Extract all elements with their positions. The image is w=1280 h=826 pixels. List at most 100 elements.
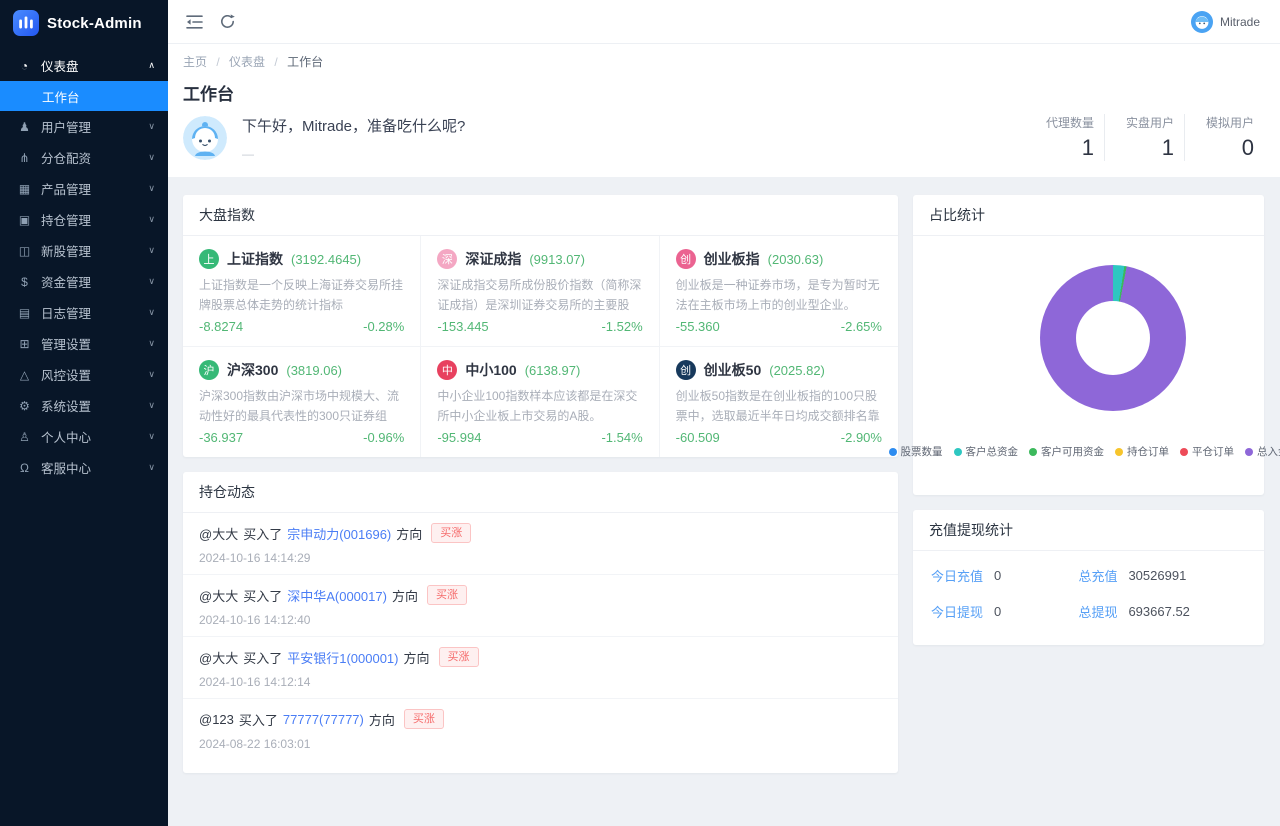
direction-badge: 买涨 [431, 523, 472, 543]
position-user: @123 [199, 711, 234, 727]
sidebar-item-label: 产品管理 [41, 183, 92, 197]
main-area: Mitrade 主页 / 仪表盘 / 工作台 工作台 [168, 0, 1280, 826]
content: 大盘指数 上 上证指数 (3192.4645) 上证指数是一个反映上海证券交易所… [168, 177, 1280, 826]
position-item: @大大 买入了 宗申动力(001696) 方向 买涨 2024-10-16 14… [183, 513, 898, 575]
index-value: (9913.07) [529, 251, 585, 267]
index-cell-shanghai-composite: 上 上证指数 (3192.4645) 上证指数是一个反映上海证券交易所挂牌股票总… [183, 236, 422, 347]
breadcrumb-dashboard[interactable]: 仪表盘 [229, 55, 266, 69]
username: Mitrade [1219, 14, 1260, 29]
legend-label: 平仓订单 [1192, 446, 1234, 458]
legend-item-open-orders[interactable]: 持仓订单 [1115, 444, 1169, 459]
sidebar-item-risk-settings[interactable]: △ 风控设置 ∨ [0, 359, 168, 390]
stat-value: 1 [1161, 135, 1174, 160]
sidebar-item-dashboard[interactable]: ◔ 仪表盘 ∧ [0, 50, 168, 81]
index-change: -55.360 [675, 319, 720, 334]
sidebar-item-workbench[interactable]: 工作台 [0, 81, 168, 111]
products-icon: ▦ [18, 181, 31, 196]
sidebar-item-funds-management[interactable]: $ 资金管理 ∨ [0, 266, 168, 297]
position-line: @大大 买入了 宗申动力(001696) 方向 买涨 [199, 523, 882, 543]
legend-label: 客户可用资金 [1041, 446, 1104, 458]
total-withdraw-value: 693667.52 [1128, 604, 1190, 619]
sidebar-item-label: 资金管理 [41, 276, 92, 290]
index-change-percent: -2.65% [840, 319, 882, 334]
sidebar-item-profile-center[interactable]: ♙ 个人中心 ∨ [0, 421, 168, 452]
hero-stats: 代理数量 1 实盘用户 1 模拟用户 0 [1024, 114, 1264, 161]
legend-item-stock-count[interactable]: 股票数量 [888, 444, 943, 459]
position-action: 买入了 [243, 650, 283, 666]
position-user: @大大 [199, 650, 239, 666]
position-stock-link[interactable]: 深中华A(000017) [287, 588, 387, 604]
support-icon: Ω [20, 460, 29, 475]
profile-icon: ♙ [19, 429, 30, 444]
sidebar-item-support-center[interactable]: Ω 客服中心 ∨ [0, 452, 168, 483]
card-title-proportion: 占比统计 [913, 195, 1264, 236]
breadcrumb-home[interactable]: 主页 [183, 55, 208, 69]
recharge-withdraw-card: 充值提现统计 今日充值 0 总充值 30526991 今日提现 0 [913, 510, 1264, 645]
index-change-percent: -0.28% [363, 319, 405, 334]
collapse-sidebar-icon [186, 14, 203, 29]
users-icon: ♟ [19, 119, 30, 134]
sidebar-item-position-management[interactable]: ▣ 持仓管理 ∨ [0, 204, 168, 235]
position-stock-link[interactable]: 宗申动力(001696) [287, 526, 392, 542]
index-description: 创业板50指数是在创业板指的100只股票中，选取最近半年日均成交额排名靠前的50… [675, 389, 880, 423]
position-line: @123 买入了 77777(77777) 方向 买涨 [199, 709, 882, 729]
topbar: Mitrade [168, 0, 1280, 44]
collapse-sidebar-button[interactable] [186, 14, 203, 29]
breadcrumb-separator: / [274, 55, 278, 69]
index-cell-chinext50: 创 创业板50 (2025.82) 创业板50指数是在创业板指的100只股票中，… [660, 347, 898, 457]
legend-item-total-deposit[interactable]: 总入金 [1245, 444, 1280, 459]
position-direction-label: 方向 [403, 650, 430, 666]
index-change-row: -60.509 -2.90% [676, 430, 882, 445]
donut-chart[interactable] [1040, 265, 1186, 411]
today-recharge-value: 0 [994, 568, 1002, 583]
sidebar-item-product-management[interactable]: ▦ 产品管理 ∨ [0, 173, 168, 204]
sidebar-item-ipo-management[interactable]: ◫ 新股管理 ∨ [0, 235, 168, 266]
sidebar-item-admin-settings[interactable]: ⊞ 管理设置 ∨ [0, 328, 168, 359]
card-title-market: 大盘指数 [183, 195, 898, 236]
risk-settings-icon: △ [19, 367, 30, 382]
logs-icon: ▤ [18, 305, 31, 320]
sidebar-item-label: 风控设置 [41, 369, 92, 383]
chevron-down-icon: ∨ [148, 307, 155, 317]
page-hero: 主页 / 仪表盘 / 工作台 工作台 [168, 44, 1280, 177]
app-title: Stock-Admin [47, 14, 142, 32]
stat-real-users: 实盘用户 1 [1104, 114, 1184, 161]
sidebar-item-user-management[interactable]: ♟ 用户管理 ∨ [0, 111, 168, 142]
index-badge-icon: 沪 [199, 360, 219, 380]
position-stock-link[interactable]: 77777(77777) [282, 711, 364, 727]
legend-dot [1245, 447, 1253, 456]
legend-item-client-available-funds[interactable]: 客户可用资金 [1029, 444, 1104, 459]
index-badge-icon: 创 [675, 249, 696, 269]
index-cell-chinext: 创 创业板指 (2030.63) 创业板是一种证券市场，是专为暂时无法在主板市场… [659, 236, 898, 347]
page-title: 工作台 [183, 85, 234, 104]
index-description: 创业板是一种证券市场，是专为暂时无法在主板市场上市的创业型企业。 [675, 278, 880, 312]
legend-item-client-total-funds[interactable]: 客户总资金 [953, 444, 1018, 459]
position-timestamp: 2024-10-16 14:12:14 [199, 675, 311, 689]
today-withdraw-label: 今日提现 [931, 605, 984, 620]
index-change-percent: -0.96% [363, 430, 405, 445]
index-name: 创业板50 [703, 362, 762, 378]
greeting-text: 下午好，Mitrade，准备吃什么呢? [242, 117, 466, 135]
position-stock-link[interactable]: 平安银行1(000001) [287, 650, 399, 666]
chevron-down-icon: ∨ [148, 369, 155, 379]
legend-item-closed-orders[interactable]: 平仓订单 [1180, 444, 1234, 459]
sidebar-item-allocation[interactable]: ⋔ 分仓配资 ∨ [0, 142, 168, 173]
stat-label: 模拟用户 [1205, 116, 1254, 130]
position-timestamp: 2024-10-16 14:12:40 [199, 613, 311, 627]
user-menu[interactable]: Mitrade [1190, 10, 1260, 33]
sidebar-item-system-settings[interactable]: ⚙ 系统设置 ∨ [0, 390, 168, 421]
greeting-row: 下午好，Mitrade，准备吃什么呢? — 代理数量 1 实盘用户 1 模拟用户… [183, 114, 1264, 161]
index-badge-icon: 中 [437, 360, 458, 380]
legend-dot [1115, 447, 1123, 456]
today-recharge-label: 今日充值 [931, 569, 984, 584]
chevron-down-icon: ∨ [148, 152, 155, 162]
refresh-button[interactable] [220, 14, 235, 29]
chevron-down-icon: ∨ [148, 338, 155, 348]
sidebar-subitem-label: 工作台 [42, 90, 80, 105]
index-value: (2025.82) [769, 362, 825, 378]
index-change: -95.994 [437, 430, 482, 445]
position-direction-label: 方向 [396, 526, 423, 542]
sidebar-item-label: 用户管理 [41, 121, 92, 135]
index-description: 沪深300指数由沪深市场中规模大、流动性好的最具代表性的300只证券组成。 [199, 389, 400, 423]
sidebar-item-log-management[interactable]: ▤ 日志管理 ∨ [0, 297, 168, 328]
